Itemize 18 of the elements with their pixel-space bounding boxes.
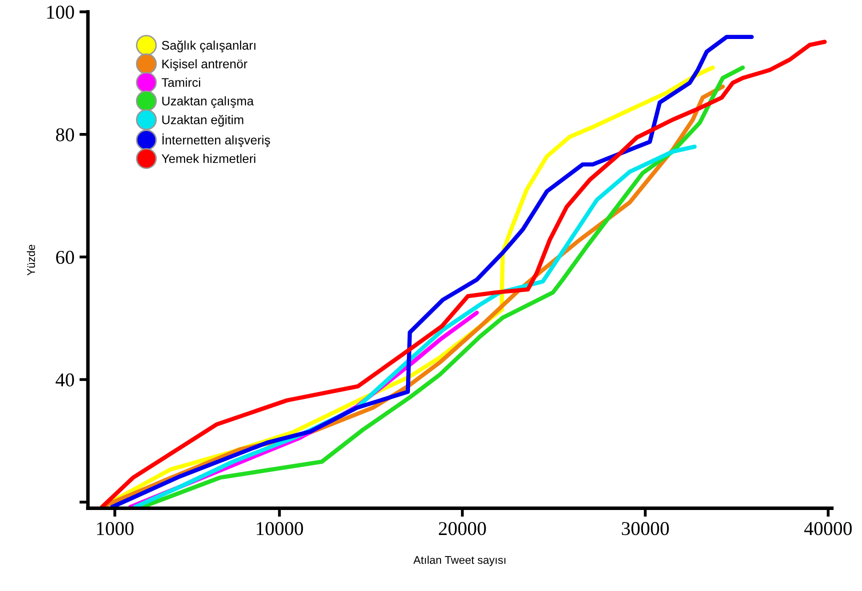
x-tick-label: 40000 — [804, 522, 852, 536]
legend-label: Uzaktan eğitim — [162, 114, 244, 127]
x-tick-label: 30000 — [622, 522, 669, 536]
x-tick-label: 10000 — [256, 522, 303, 536]
x-tick-label: 1000 — [97, 522, 134, 536]
legend-label: Yemek hizmetleri — [162, 154, 256, 164]
x-tick-label: 20000 — [438, 522, 486, 536]
legend-label: Sağlık çalışanları — [162, 40, 256, 52]
legend-label: Uzaktan çalışma — [162, 96, 254, 108]
y-tick-label: 80 — [56, 128, 74, 142]
y-tick-label: 100 — [47, 6, 74, 19]
y-axis-title: Yüzde — [26, 244, 36, 276]
legend-label: Tamirci — [162, 78, 200, 87]
y-tick-label: 60 — [56, 250, 74, 264]
legend-label: İnternetten alışveriş — [162, 134, 270, 147]
y-tick-label: 40 — [56, 373, 74, 386]
x-axis-title: Atılan Tweet sayısı — [413, 556, 506, 566]
legend-label: Kişisel antrenör — [162, 59, 248, 71]
